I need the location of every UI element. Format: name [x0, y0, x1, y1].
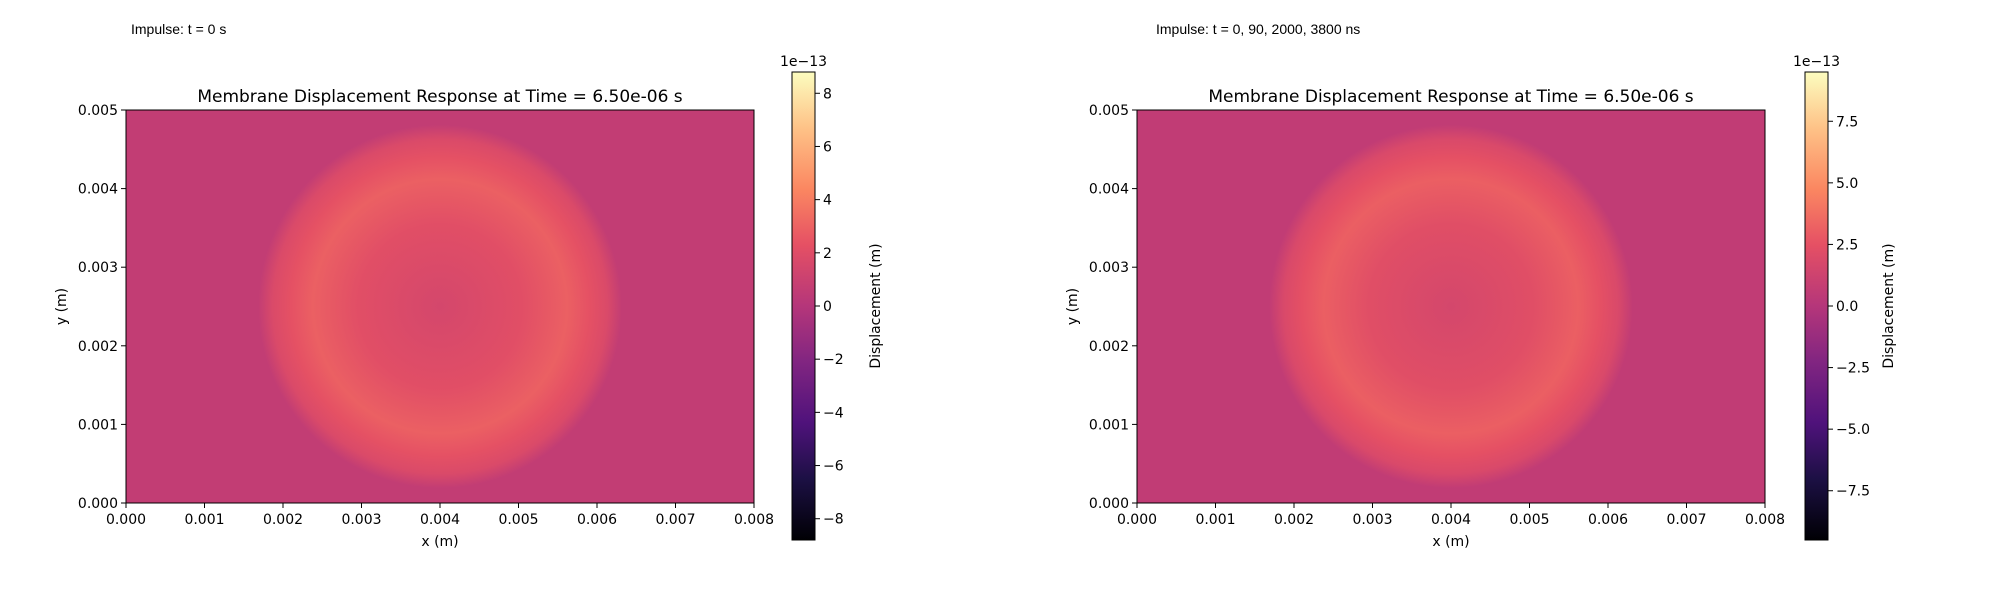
chart-2: Membrane Displacement Response at Time =…: [1065, 54, 1897, 550]
x-tick-label: 0.001: [1195, 512, 1235, 528]
impulse-note-left: Impulse: t = 0 s: [131, 21, 227, 37]
colorbar-tick-label: 0: [823, 299, 832, 315]
y-axis-label: y (m): [1065, 288, 1081, 325]
colorbar-tick-label: −7.5: [1836, 484, 1870, 500]
x-tick-label: 0.002: [263, 512, 303, 528]
x-tick-label: 0.007: [655, 512, 695, 528]
x-tick-label: 0.005: [498, 512, 538, 528]
y-axis-label: y (m): [54, 288, 70, 325]
y-tick-label: 0.000: [78, 496, 118, 512]
colorbar-tick-label: −5.0: [1836, 422, 1870, 438]
y-tick-label: 0.004: [78, 182, 118, 198]
colorbar-tick-label: 2: [823, 246, 832, 262]
x-tick-label: 0.000: [106, 512, 146, 528]
x-tick-label: 0.004: [1431, 512, 1471, 528]
y-tick-label: 0.000: [1089, 496, 1129, 512]
colorbar-label: Displacement (m): [1881, 243, 1897, 368]
colorbar-tick-label: 8: [823, 86, 832, 102]
chart-1: Membrane Displacement Response at Time =…: [54, 54, 884, 550]
y-tick-label: 0.002: [78, 339, 118, 355]
colorbar: [1804, 71, 1829, 541]
x-tick-label: 0.007: [1666, 512, 1706, 528]
x-tick-label: 0.002: [1274, 512, 1314, 528]
colorbar-tick-label: −4: [823, 405, 844, 421]
colorbar-tick-label: −2.5: [1836, 361, 1870, 377]
colorbar-tick-label: 5.0: [1836, 176, 1858, 192]
x-tick-label: 0.000: [1117, 512, 1157, 528]
colorbar-tick-label: −2: [823, 352, 844, 368]
x-tick-label: 0.008: [734, 512, 774, 528]
colorbar-tick-label: 4: [823, 193, 832, 209]
colorbar-tick-label: 2.5: [1836, 237, 1858, 253]
y-tick-label: 0.002: [1089, 339, 1129, 355]
y-tick-label: 0.001: [1089, 417, 1129, 433]
chart-title: Membrane Displacement Response at Time =…: [1208, 87, 1693, 107]
colorbar-tick-label: −8: [823, 512, 844, 528]
y-tick-label: 0.001: [78, 417, 118, 433]
x-tick-label: 0.003: [341, 512, 381, 528]
y-tick-label: 0.003: [78, 260, 118, 276]
x-axis-label: x (m): [421, 534, 458, 550]
heatmap-ring: [258, 124, 622, 489]
x-tick-label: 0.006: [1588, 512, 1628, 528]
chart-title: Membrane Displacement Response at Time =…: [197, 87, 682, 107]
colorbar-offset-text: 1e−13: [780, 54, 827, 70]
x-tick-label: 0.003: [1352, 512, 1392, 528]
colorbar-label: Displacement (m): [868, 243, 884, 368]
x-tick-label: 0.004: [420, 512, 460, 528]
x-tick-label: 0.006: [577, 512, 617, 528]
y-tick-label: 0.004: [1089, 182, 1129, 198]
y-tick-label: 0.003: [1089, 260, 1129, 276]
x-tick-label: 0.001: [184, 512, 224, 528]
x-axis-label: x (m): [1432, 534, 1469, 550]
impulse-note-right: Impulse: t = 0, 90, 2000, 3800 ns: [1156, 21, 1361, 37]
colorbar-tick-label: −6: [823, 459, 844, 475]
colorbar-tick-label: 0.0: [1836, 299, 1858, 315]
y-tick-label: 0.005: [1089, 103, 1129, 119]
colorbar-offset-text: 1e−13: [1793, 54, 1840, 70]
heatmap-ring: [1269, 124, 1633, 489]
colorbar: [791, 71, 816, 541]
x-tick-label: 0.008: [1745, 512, 1785, 528]
x-tick-label: 0.005: [1509, 512, 1549, 528]
y-tick-label: 0.005: [78, 103, 118, 119]
colorbar-tick-label: 6: [823, 139, 832, 155]
colorbar-tick-label: 7.5: [1836, 114, 1858, 130]
